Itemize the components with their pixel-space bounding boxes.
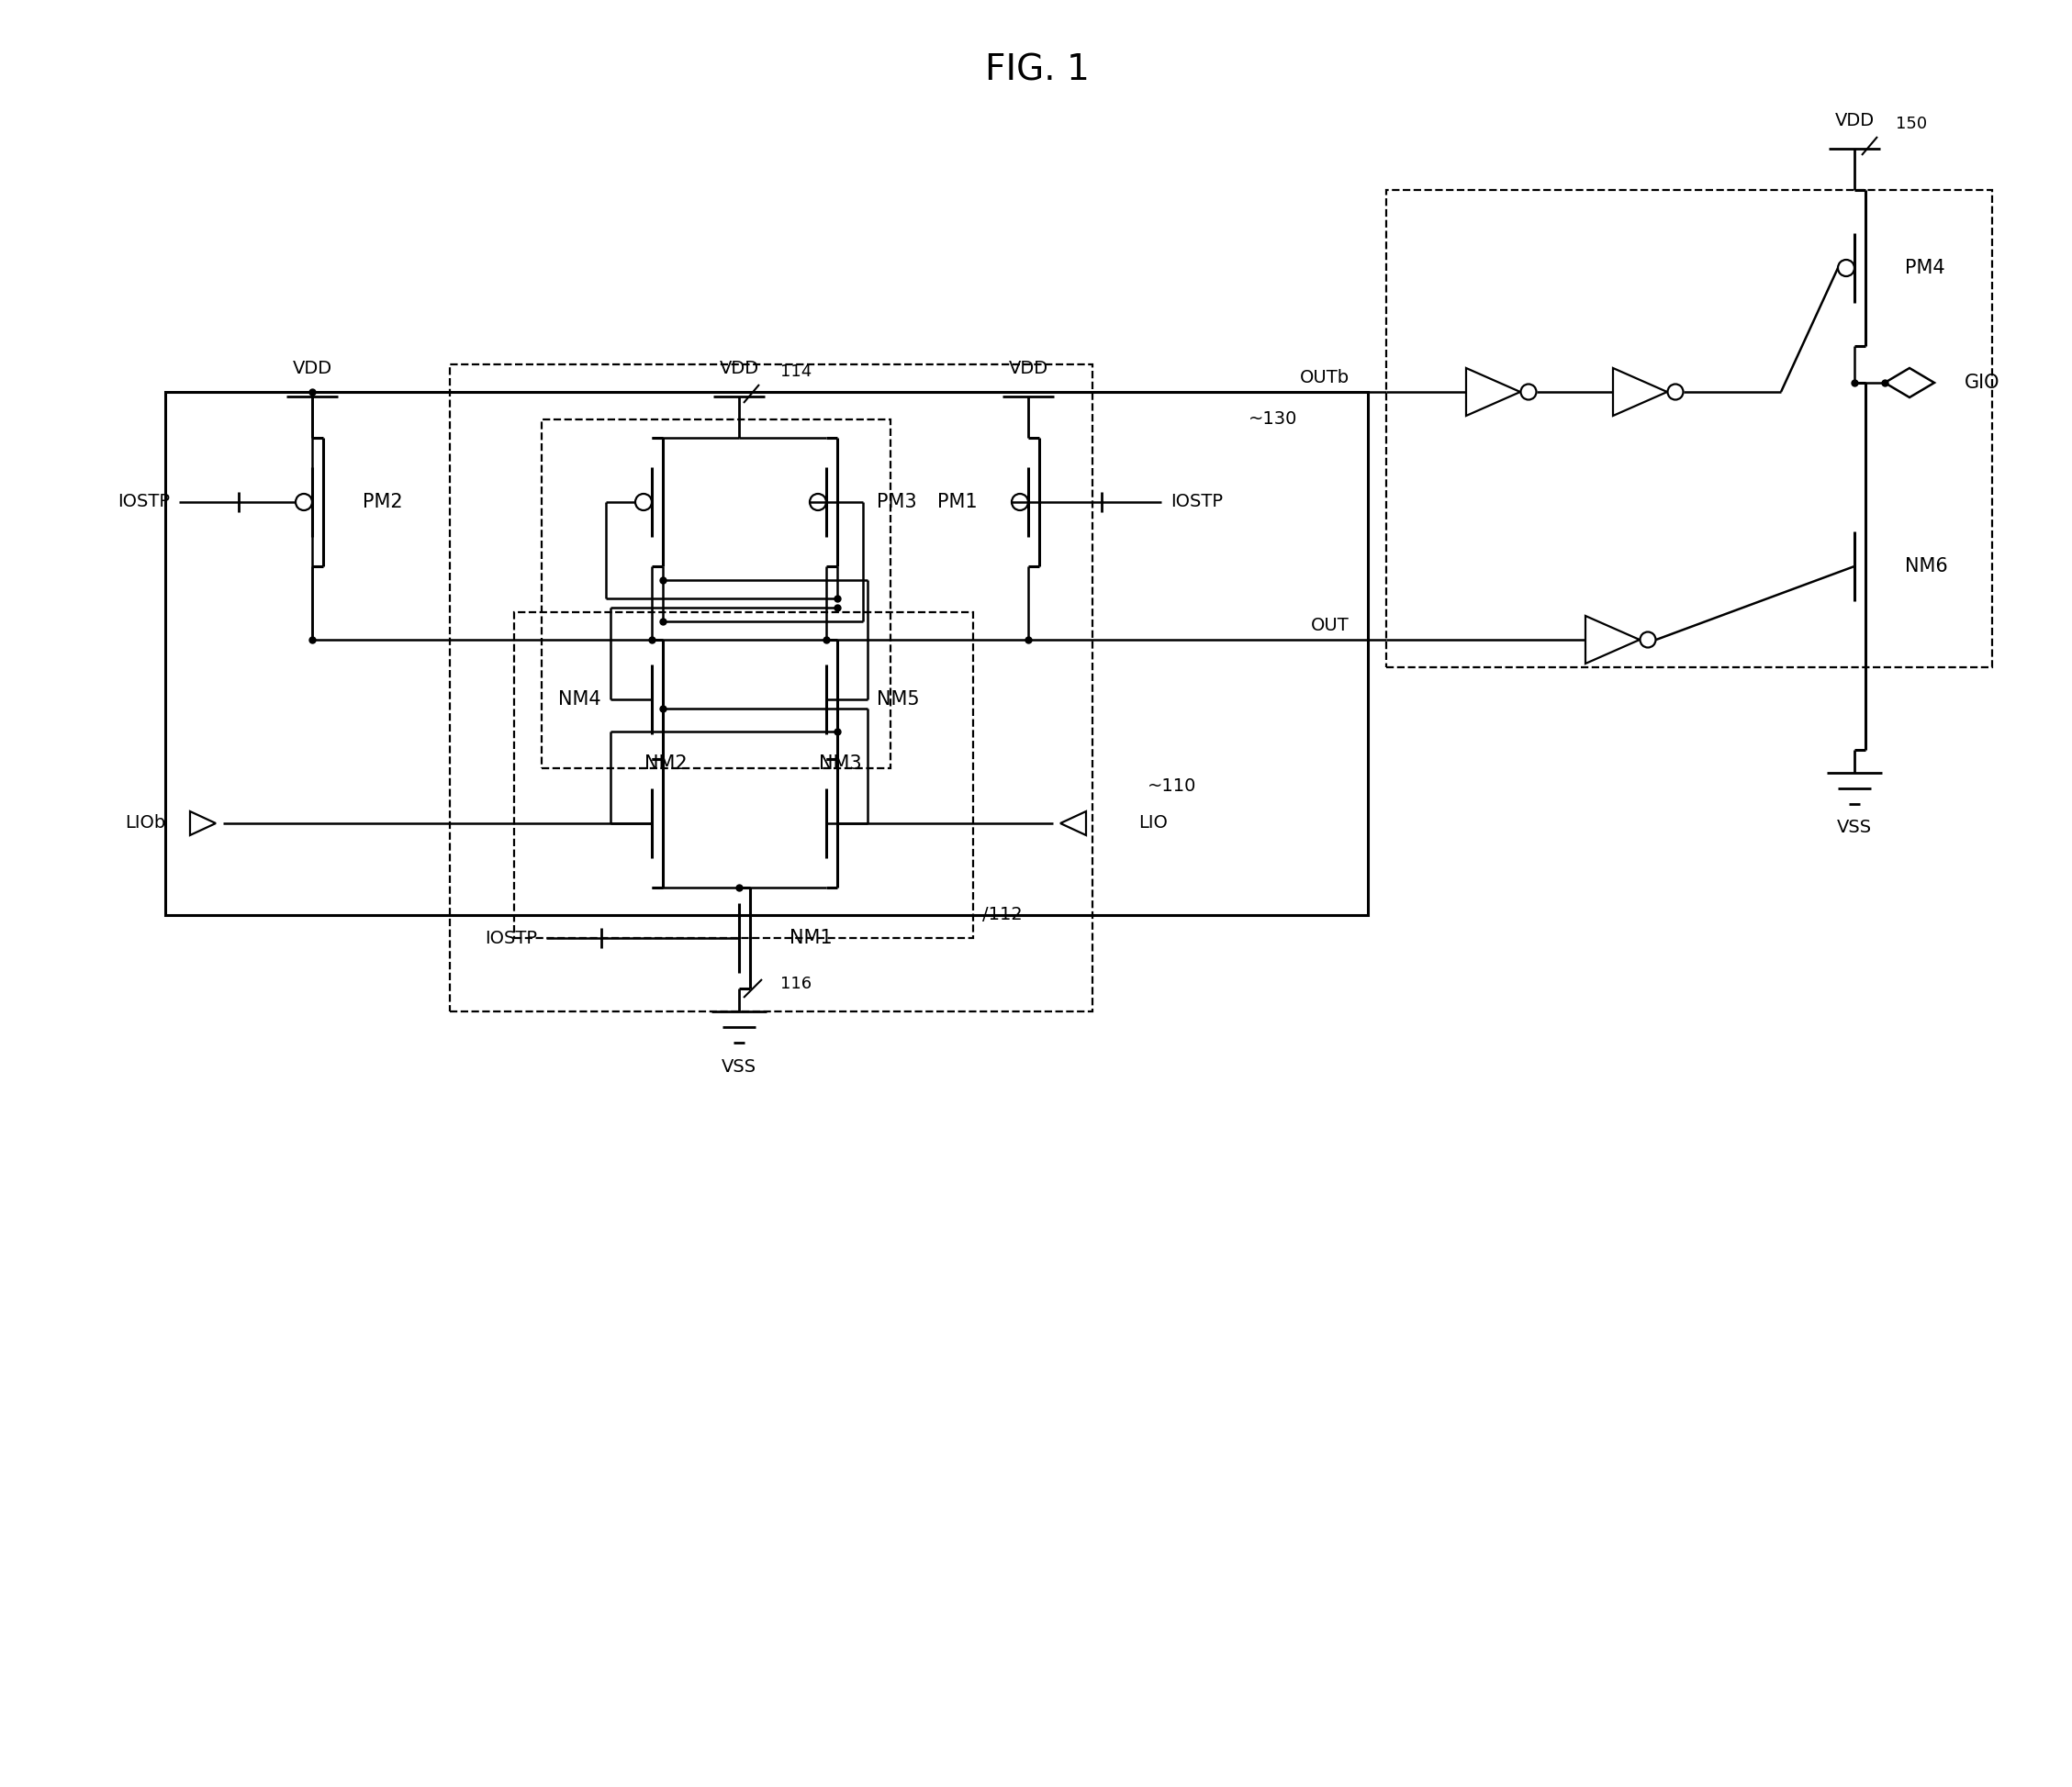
Text: NM6: NM6 (1904, 558, 1948, 575)
Text: NM5: NM5 (876, 690, 920, 709)
Text: NM2: NM2 (644, 754, 688, 772)
Text: VDD: VDD (292, 361, 332, 377)
Text: PM4: PM4 (1904, 259, 1946, 277)
Bar (1386, 189, 1991, 667)
Text: PM2: PM2 (363, 493, 402, 511)
Text: 116: 116 (781, 976, 812, 992)
Text: IOSTP: IOSTP (1171, 493, 1222, 511)
Text: VSS: VSS (721, 1058, 756, 1076)
Bar (450, 365, 1092, 1011)
Bar (541, 420, 891, 768)
Text: IOSTP: IOSTP (485, 929, 537, 947)
Text: NM4: NM4 (559, 690, 601, 709)
Text: LIOb: LIOb (124, 815, 166, 833)
Text: PM3: PM3 (876, 493, 916, 511)
Text: 114: 114 (781, 363, 812, 381)
Text: ~130: ~130 (1249, 411, 1297, 429)
Text: FIG. 1: FIG. 1 (984, 54, 1090, 88)
Text: OUT: OUT (1312, 617, 1349, 634)
Text: OUTb: OUTb (1299, 370, 1349, 386)
Bar (514, 613, 974, 938)
Text: ~110: ~110 (1148, 777, 1196, 795)
Text: VDD: VDD (719, 361, 758, 377)
Text: NM3: NM3 (818, 754, 862, 772)
Text: 150: 150 (1896, 116, 1927, 132)
Text: IOSTP: IOSTP (118, 493, 170, 511)
Text: GIO: GIO (1964, 373, 1999, 391)
Text: VSS: VSS (1838, 818, 1871, 836)
Text: VDD: VDD (1834, 113, 1875, 130)
Text: NM1: NM1 (789, 929, 833, 947)
Text: LIO: LIO (1138, 815, 1169, 833)
Bar (166, 391, 1368, 915)
Text: /112: /112 (982, 906, 1021, 924)
Text: VDD: VDD (1009, 361, 1048, 377)
Text: PM1: PM1 (939, 493, 978, 511)
